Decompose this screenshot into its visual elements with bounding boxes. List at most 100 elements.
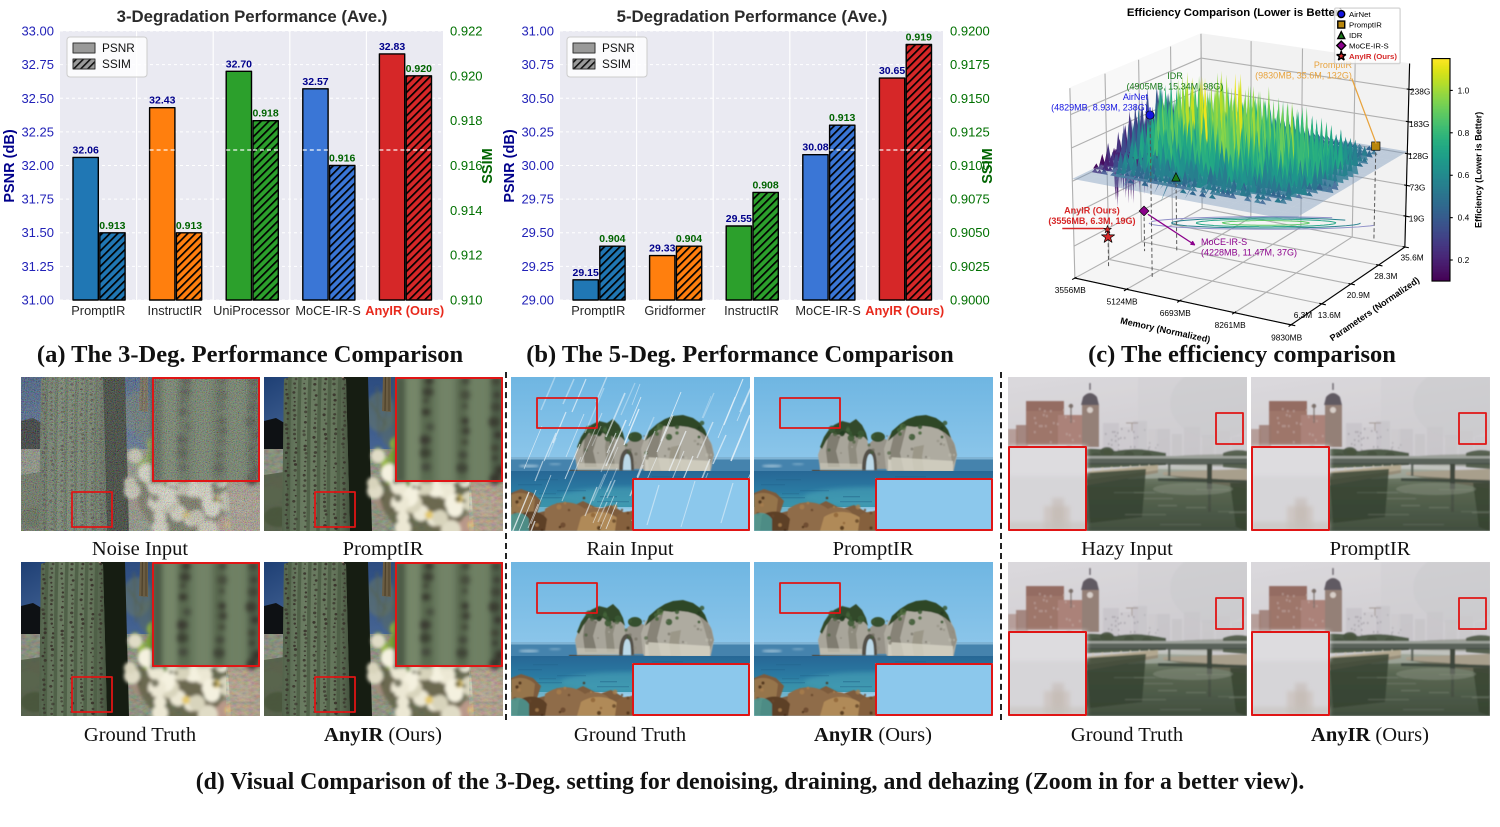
svg-text:MoCE-IR-S: MoCE-IR-S <box>795 303 860 318</box>
svg-text:Efficiency Comparison (Lower i: Efficiency Comparison (Lower is Better) <box>1127 7 1343 19</box>
svg-text:AnyIR (Ours): AnyIR (Ours) <box>1349 52 1397 61</box>
svg-text:31.75: 31.75 <box>21 192 54 207</box>
svg-text:Efficiency (Lower is Better): Efficiency (Lower is Better) <box>1473 112 1483 228</box>
svg-text:33.00: 33.00 <box>21 24 54 39</box>
svg-text:InstructIR: InstructIR <box>724 303 779 318</box>
svg-text:29.50: 29.50 <box>521 225 554 240</box>
svg-text:13.6M: 13.6M <box>1318 310 1341 320</box>
svg-text:30.25: 30.25 <box>521 124 554 139</box>
svg-text:29.00: 29.00 <box>521 293 554 308</box>
svg-text:183G: 183G <box>1409 119 1429 129</box>
svg-text:(9830MB, 35.6M, 132G): (9830MB, 35.6M, 132G) <box>1255 70 1352 80</box>
svg-text:0.9125: 0.9125 <box>950 124 990 139</box>
svg-text:SSIM: SSIM <box>102 57 131 71</box>
svg-text:9830MB: 9830MB <box>1271 333 1302 343</box>
svg-text:0.9025: 0.9025 <box>950 259 990 274</box>
svg-text:0.6: 0.6 <box>1458 170 1470 180</box>
svg-text:29.75: 29.75 <box>521 192 554 207</box>
svg-text:0.2: 0.2 <box>1458 255 1470 265</box>
svg-text:MoCE-IR-S: MoCE-IR-S <box>1201 237 1247 247</box>
svg-text:32.25: 32.25 <box>21 124 54 139</box>
svg-text:30.08: 30.08 <box>802 142 828 154</box>
svg-text:0.922: 0.922 <box>450 24 483 39</box>
svg-text:29.15: 29.15 <box>573 267 599 279</box>
svg-text:IDR: IDR <box>1349 31 1363 40</box>
svg-text:AnyIR (Ours): AnyIR (Ours) <box>865 303 944 318</box>
svg-text:0.9175: 0.9175 <box>950 57 990 72</box>
svg-text:31.50: 31.50 <box>21 225 54 240</box>
svg-text:29.33: 29.33 <box>649 243 675 255</box>
svg-text:SSIM: SSIM <box>480 148 496 183</box>
svg-text:31.00: 31.00 <box>21 293 54 308</box>
svg-text:29.55: 29.55 <box>726 213 752 225</box>
svg-text:PSNR (dB): PSNR (dB) <box>2 129 18 202</box>
svg-text:32.06: 32.06 <box>73 144 99 156</box>
svg-text:20.9M: 20.9M <box>1347 290 1370 300</box>
svg-text:MoCE-IR-S: MoCE-IR-S <box>1349 41 1389 50</box>
svg-text:6693MB: 6693MB <box>1160 308 1191 318</box>
svg-text:0.9200: 0.9200 <box>950 24 990 39</box>
svg-text:19G: 19G <box>1409 213 1425 223</box>
svg-text:29.25: 29.25 <box>521 259 554 274</box>
svg-text:30.00: 30.00 <box>521 158 554 173</box>
svg-text:0.904: 0.904 <box>676 233 702 245</box>
svg-text:Gridformer: Gridformer <box>644 303 706 318</box>
svg-text:PSNR (dB): PSNR (dB) <box>502 129 518 202</box>
svg-text:35.6M: 35.6M <box>1401 253 1424 263</box>
svg-text:(4905MB, 15.34M, 98G): (4905MB, 15.34M, 98G) <box>1127 82 1224 92</box>
svg-text:UniProcessor: UniProcessor <box>213 303 291 318</box>
svg-text:PSNR: PSNR <box>102 41 135 55</box>
svg-text:0.9100: 0.9100 <box>950 158 990 173</box>
svg-text:32.43: 32.43 <box>149 95 175 107</box>
svg-text:0.914: 0.914 <box>450 203 483 218</box>
svg-text:0.913: 0.913 <box>829 112 855 124</box>
svg-text:0.910: 0.910 <box>450 293 483 308</box>
svg-text:AnyIR (Ours): AnyIR (Ours) <box>365 303 444 318</box>
svg-text:32.70: 32.70 <box>226 58 252 70</box>
svg-text:30.65: 30.65 <box>879 65 905 77</box>
svg-text:SSIM: SSIM <box>980 148 996 183</box>
svg-text:0.912: 0.912 <box>450 248 483 263</box>
svg-text:PromptIR: PromptIR <box>1314 60 1353 70</box>
svg-text:8261MB: 8261MB <box>1215 320 1246 330</box>
svg-text:0.9150: 0.9150 <box>950 91 990 106</box>
svg-text:31.25: 31.25 <box>21 259 54 274</box>
svg-text:30.75: 30.75 <box>521 57 554 72</box>
svg-text:(3556MB, 6.3M, 19G): (3556MB, 6.3M, 19G) <box>1048 216 1135 226</box>
svg-text:0.919: 0.919 <box>906 32 932 44</box>
svg-text:0.913: 0.913 <box>99 220 125 232</box>
svg-text:AirNet: AirNet <box>1349 10 1371 19</box>
svg-text:5124MB: 5124MB <box>1107 296 1138 306</box>
svg-text:0.9050: 0.9050 <box>950 225 990 240</box>
svg-text:238G: 238G <box>1410 87 1430 97</box>
svg-text:0.9000: 0.9000 <box>950 293 990 308</box>
svg-text:3556MB: 3556MB <box>1055 285 1086 295</box>
svg-text:InstructIR: InstructIR <box>148 303 203 318</box>
svg-text:PSNR: PSNR <box>602 41 635 55</box>
svg-text:3-Degradation Performance (Ave: 3-Degradation Performance (Ave.) <box>117 7 388 26</box>
svg-text:0.920: 0.920 <box>450 68 483 83</box>
svg-text:0.9075: 0.9075 <box>950 192 990 207</box>
svg-text:30.50: 30.50 <box>521 91 554 106</box>
svg-text:32.57: 32.57 <box>302 76 328 88</box>
svg-text:32.00: 32.00 <box>21 158 54 173</box>
svg-text:0.908: 0.908 <box>752 179 778 191</box>
svg-text:5-Degradation Performance (Ave: 5-Degradation Performance (Ave.) <box>617 7 888 26</box>
svg-text:28.3M: 28.3M <box>1374 271 1397 281</box>
svg-text:0.916: 0.916 <box>329 153 355 165</box>
svg-text:IDR: IDR <box>1167 71 1183 81</box>
svg-text:32.50: 32.50 <box>21 91 54 106</box>
svg-text:AirNet: AirNet <box>1123 92 1149 102</box>
svg-text:32.75: 32.75 <box>21 57 54 72</box>
svg-text:0.904: 0.904 <box>599 233 625 245</box>
svg-text:PromptIR: PromptIR <box>571 303 625 318</box>
svg-text:6.3M: 6.3M <box>1294 310 1313 320</box>
svg-text:MoCE-IR-S: MoCE-IR-S <box>295 303 360 318</box>
svg-text:1.0: 1.0 <box>1458 85 1470 95</box>
svg-text:SSIM: SSIM <box>602 57 631 71</box>
svg-text:AnyIR (Ours): AnyIR (Ours) <box>1064 206 1120 216</box>
svg-text:0.8: 0.8 <box>1458 128 1470 138</box>
svg-text:0.918: 0.918 <box>450 113 483 128</box>
svg-text:(4829MB, 8.93M, 238G): (4829MB, 8.93M, 238G) <box>1051 103 1148 113</box>
svg-text:31.00: 31.00 <box>521 24 554 39</box>
